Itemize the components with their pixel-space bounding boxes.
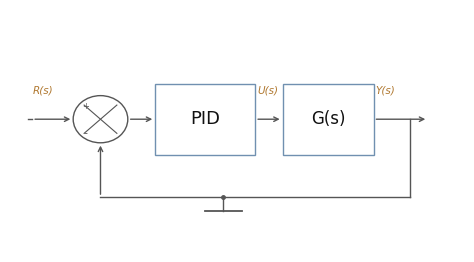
Bar: [155, 84, 255, 155]
Text: R(s): R(s): [32, 86, 53, 96]
Text: Y(s): Y(s): [376, 86, 395, 96]
Text: U(s): U(s): [257, 86, 279, 96]
Text: +: +: [82, 102, 89, 111]
Bar: [283, 84, 374, 155]
Text: -: -: [83, 128, 88, 138]
Text: G(s): G(s): [311, 110, 345, 128]
Text: PID: PID: [190, 110, 220, 128]
